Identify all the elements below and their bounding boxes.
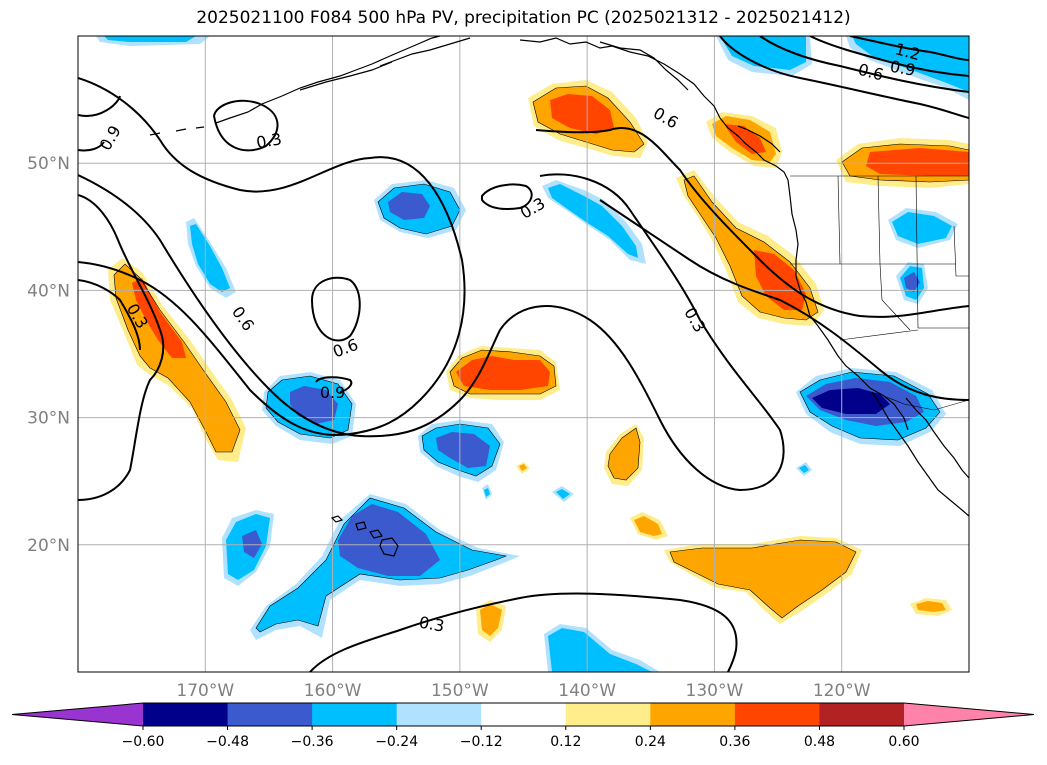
coastlines xyxy=(149,36,969,557)
lat-tick-label: 20°N xyxy=(27,536,70,556)
map-frame xyxy=(77,35,970,673)
lat-tick-label: 30°N xyxy=(27,409,70,429)
map-gridlines xyxy=(78,36,969,672)
precip-contour-outlines xyxy=(113,85,969,633)
longitude-tick-labels: 170°W 160°W 150°W 140°W 130°W 120°W xyxy=(176,681,870,701)
lon-tick-label: 170°W xyxy=(176,681,234,701)
colorbar-segment xyxy=(565,703,651,726)
contour-label: 0.9 xyxy=(320,383,345,402)
lat-tick-label: 40°N xyxy=(27,281,70,301)
colorbar xyxy=(11,702,1035,727)
chart-title: 2025021100 F084 500 hPa PV, precipitatio… xyxy=(196,8,851,28)
colorbar-segment xyxy=(227,703,313,726)
precip-negative-anomalies xyxy=(96,36,969,672)
colorbar-tick-label: −0.12 xyxy=(460,734,503,750)
lon-tick-label: 150°W xyxy=(431,681,489,701)
colorbar-tick-label: −0.48 xyxy=(206,734,249,750)
latitude-tick-labels: 20°N 30°N 40°N 50°N xyxy=(27,154,70,556)
colorbar-segment xyxy=(481,703,567,726)
contour-label: 0.9 xyxy=(889,57,917,80)
pv-contours xyxy=(78,36,969,672)
precip-positive-anomalies xyxy=(108,80,969,642)
colorbar-tick-label: −0.24 xyxy=(375,734,418,750)
colorbar-tick-label: −0.36 xyxy=(291,734,334,750)
colorbar-segment xyxy=(143,703,229,726)
lat-tick-label: 50°N xyxy=(27,154,70,174)
colorbar-extend-high xyxy=(904,703,1034,726)
colorbar-tick-label: 0.12 xyxy=(550,734,581,750)
colorbar-tick-label: 0.48 xyxy=(804,734,835,750)
colorbar-extend-low xyxy=(12,703,143,726)
lon-tick-label: 160°W xyxy=(304,681,362,701)
map-plot-area: 0.30.9 0.30.60.60.90.30.60.30.6 0.91.20.3 xyxy=(78,36,969,672)
colorbar-segment xyxy=(734,703,820,726)
lon-tick-label: 130°W xyxy=(686,681,744,701)
lon-tick-label: 140°W xyxy=(558,681,616,701)
colorbar-tick-label: 0.24 xyxy=(635,734,666,750)
contour-label: 0.3 xyxy=(255,129,283,152)
colorbar-segment xyxy=(650,703,736,726)
colorbar-segment xyxy=(312,703,398,726)
colorbar-tick-label: 0.36 xyxy=(719,734,750,750)
colorbar-segment xyxy=(396,703,482,726)
colorbar-tick-labels: −0.60 −0.48 −0.36 −0.24 −0.12 0.12 0.24 0.36 0.4… xyxy=(122,726,920,750)
colorbar-segment xyxy=(819,703,905,726)
colorbar-tick-label: −0.60 xyxy=(122,734,165,750)
political-borders xyxy=(790,175,969,411)
contour-label: 0.3 xyxy=(418,613,446,636)
lon-tick-label: 120°W xyxy=(813,681,871,701)
colorbar-tick-label: 0.60 xyxy=(888,734,919,750)
